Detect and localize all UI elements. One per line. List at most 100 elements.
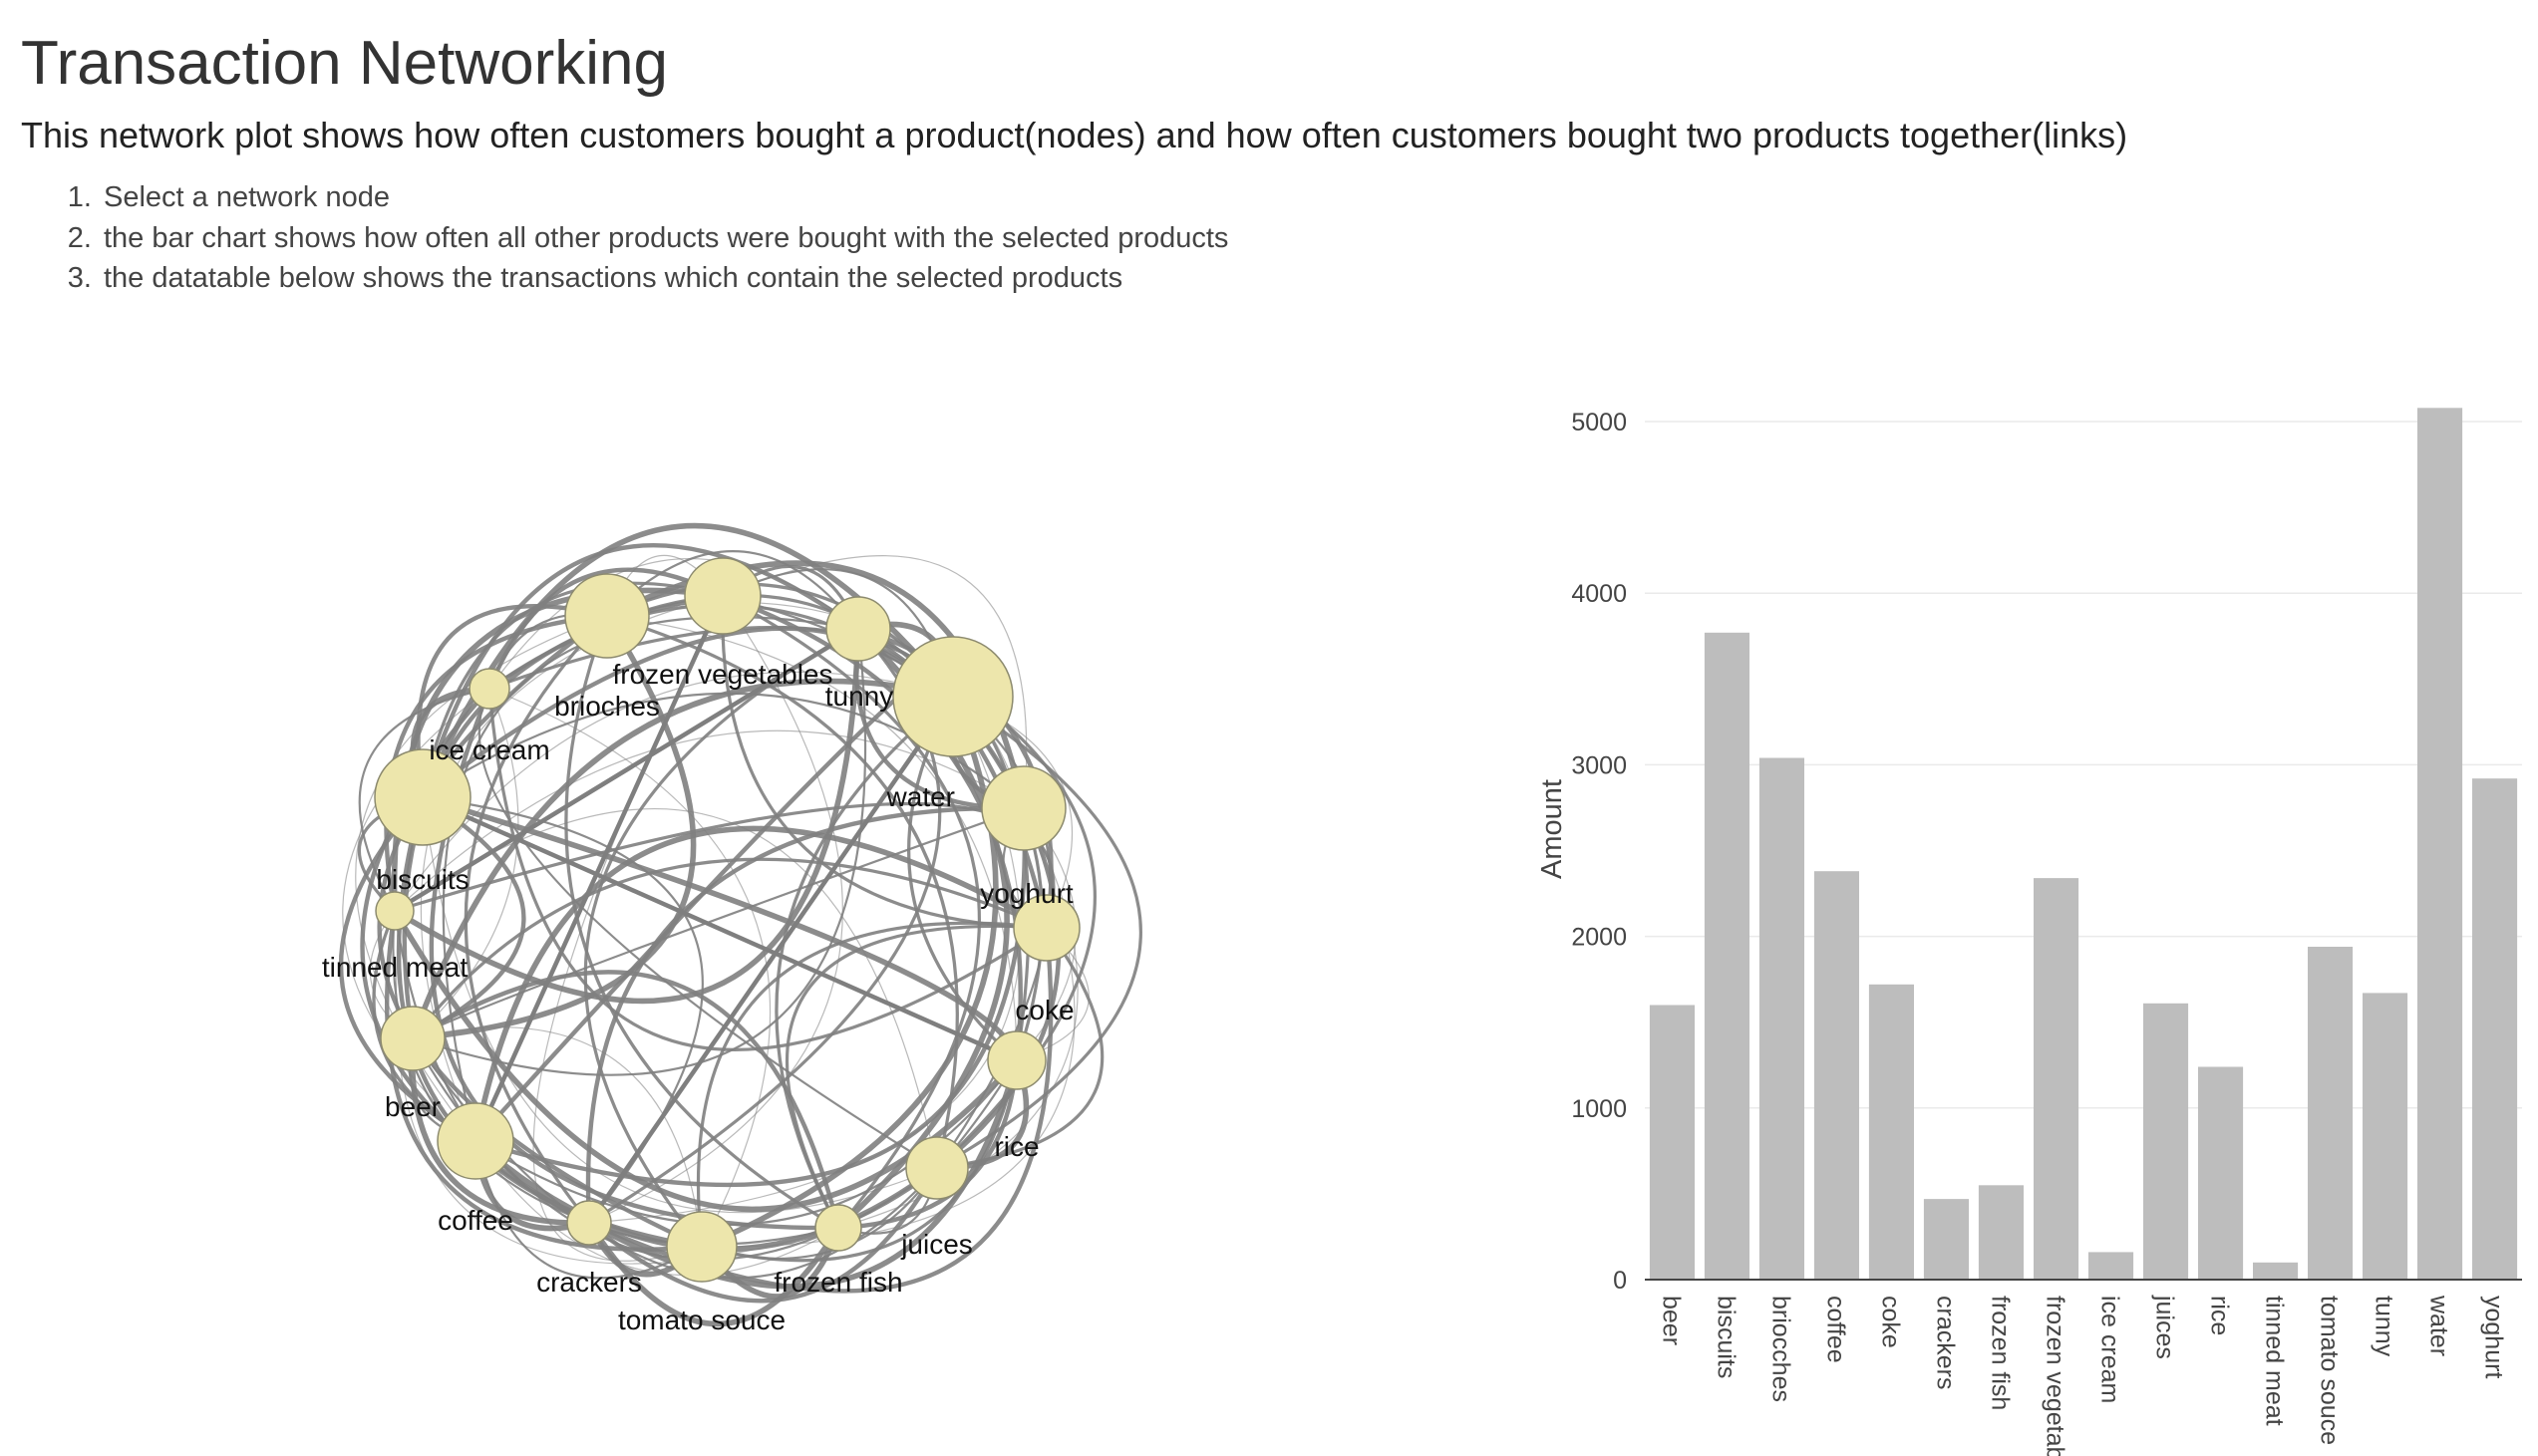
network-link [393, 627, 860, 913]
network-node-label-juices: juices [900, 1229, 973, 1260]
x-tick-label: beer [1658, 1296, 1686, 1345]
instructions-list: Select a network node the bar chart show… [40, 177, 1228, 299]
network-node-ice-cream[interactable] [469, 668, 510, 710]
network-node-tunny[interactable] [825, 596, 891, 662]
network-node-label-water: water [886, 781, 955, 812]
network-node-label-biscuits: biscuits [376, 864, 469, 895]
y-tick-label: 3000 [1571, 751, 1627, 779]
network-link [394, 729, 1025, 912]
network-node-rice[interactable] [987, 1030, 1047, 1090]
network-link [477, 688, 938, 1169]
y-tick-label: 0 [1613, 1267, 1627, 1295]
instruction-step: Select a network node [100, 177, 1228, 218]
bar-water [2417, 408, 2463, 1280]
bar-chart: 0 1000 2000 3000 4000 5000 beer biscuits briocc… [1536, 408, 2522, 1456]
network-node-juices[interactable] [905, 1136, 969, 1200]
x-tick-label: frozen vegetables [2042, 1296, 2069, 1456]
network-node-label-crackers: crackers [536, 1267, 642, 1298]
network-node-label-ice-cream: ice cream [429, 734, 549, 765]
network-node-label-coke: coke [1015, 995, 1074, 1025]
network-link [411, 970, 841, 1229]
network-link [473, 595, 726, 1142]
network-link [392, 910, 590, 1225]
network-node-label-beer: beer [385, 1091, 441, 1122]
network-node-crackers[interactable] [566, 1200, 612, 1246]
network-link [412, 688, 519, 1039]
bar-yoghurt [2472, 778, 2518, 1280]
bar-biscuits [1704, 632, 1749, 1280]
y-tick-label: 4000 [1571, 580, 1627, 608]
network-node-biscuits[interactable] [374, 748, 472, 846]
y-tick-label: 1000 [1571, 1095, 1627, 1123]
network-node-label-frozen-fish: frozen fish [774, 1267, 902, 1298]
network-node-coke[interactable] [1013, 894, 1081, 962]
network-node-frozen-vegetables[interactable] [684, 557, 762, 635]
x-tick-label: coke [1877, 1296, 1905, 1348]
network-link [475, 1140, 839, 1277]
network-node-label-rice: rice [994, 1131, 1039, 1162]
x-tick-label: frozen fish [1987, 1296, 2015, 1410]
network-link [583, 627, 859, 1249]
network-node-label-tunny: tunny [825, 681, 894, 712]
network-link [464, 614, 609, 1224]
network-node-label-brioches: brioches [554, 691, 660, 722]
x-tick-label: ice cream [2096, 1296, 2124, 1403]
instruction-step: the bar chart shows how often all other … [100, 218, 1228, 259]
bar-frozen-fish [1978, 1185, 2024, 1280]
network-node-label-yoghurt: yoghurt [980, 878, 1074, 909]
network-link [606, 614, 959, 1169]
bar-tinned-meat [2253, 1262, 2299, 1280]
network-link [421, 581, 724, 798]
network-link [411, 857, 1048, 1039]
network-link [722, 594, 981, 1230]
network-link [394, 808, 938, 1169]
network-node-brioches[interactable] [564, 573, 650, 659]
network-link [486, 567, 724, 690]
bar-crackers [1923, 1199, 1969, 1280]
network-link [393, 628, 861, 1005]
x-tick-label: tinned meat [2261, 1296, 2289, 1426]
network-link [338, 795, 477, 1143]
network-node-label-tinned-meat: tinned meat [322, 952, 469, 983]
bar-beer [1649, 1005, 1695, 1280]
network-link [606, 550, 859, 630]
x-tick-label: tomato souce [2316, 1296, 2344, 1445]
network-link [587, 1166, 939, 1304]
network-nodes[interactable] [374, 557, 1081, 1283]
bar-tomato-souce [2308, 947, 2354, 1280]
network-link [422, 794, 1018, 1063]
network-link [416, 604, 608, 798]
x-tick-label: tunny [2371, 1296, 2398, 1357]
network-node-label-coffee: coffee [438, 1205, 513, 1236]
network-node-beer[interactable] [380, 1006, 446, 1071]
network-link [473, 825, 1049, 1142]
x-tick-label: juices [2151, 1295, 2179, 1359]
network-node-frozen-fish[interactable] [814, 1204, 862, 1252]
page-title: Transaction Networking [21, 29, 668, 98]
bar-briocches [1758, 757, 1804, 1280]
y-tick-label: 2000 [1571, 924, 1627, 952]
x-tick-label: briocches [1767, 1296, 1795, 1402]
network-link [385, 910, 703, 1252]
bar-rice [2198, 1066, 2244, 1280]
network-link [394, 671, 954, 912]
instruction-step: the datatable below shows the transactio… [100, 258, 1228, 299]
network-node-yoghurt[interactable] [981, 765, 1067, 851]
bar-juices [2143, 1003, 2189, 1280]
network-node-water[interactable] [892, 636, 1014, 757]
x-tick-label: biscuits [1713, 1296, 1741, 1378]
bar-tunny [2363, 993, 2408, 1280]
network-link [587, 695, 955, 1225]
network-node-tinned-meat[interactable] [375, 891, 415, 931]
bar-chart-x-ticks: beer biscuits briocches coffee coke crackers f… [1658, 1295, 2508, 1456]
x-tick-label: rice [2206, 1296, 2234, 1335]
network-node-tomato-souce[interactable] [666, 1211, 738, 1283]
bar-coffee [1813, 871, 1859, 1280]
network-link [394, 801, 1056, 929]
bar-coke [1868, 984, 1914, 1280]
network-link [488, 688, 772, 1248]
bar-chart-y-ticks: 0 1000 2000 3000 4000 5000 [1571, 409, 1627, 1295]
network-link [358, 687, 490, 912]
network-node-coffee[interactable] [437, 1102, 514, 1180]
